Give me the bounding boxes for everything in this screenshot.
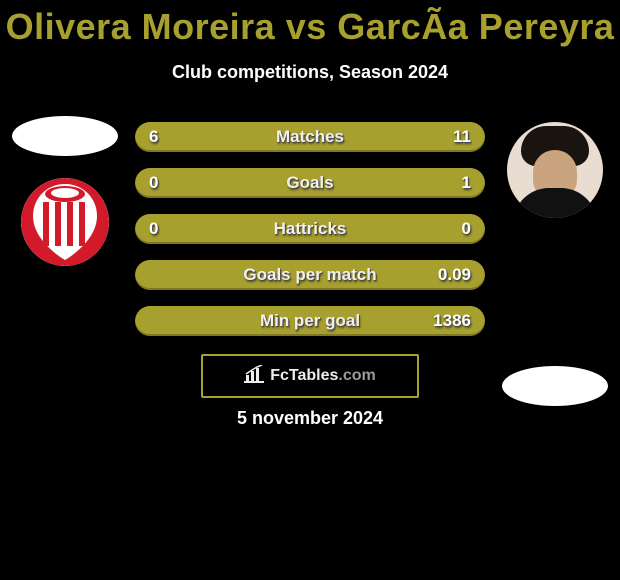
- stat-label: Goals: [135, 168, 485, 198]
- stat-right-value: 0: [462, 214, 471, 244]
- left-player-column: [0, 110, 130, 350]
- stat-row: 0 Hattricks 0: [135, 214, 485, 244]
- right-player-column: [490, 110, 620, 350]
- stat-label: Matches: [135, 122, 485, 152]
- stat-right-value: 1386: [433, 306, 471, 336]
- stat-row: 0 Goals 1: [135, 168, 485, 198]
- stat-row: Min per goal 1386: [135, 306, 485, 336]
- stat-right-value: 0.09: [438, 260, 471, 290]
- stat-right-value: 1: [462, 168, 471, 198]
- brand-text: FcTables.com: [270, 367, 376, 385]
- left-club-badge: [21, 178, 109, 266]
- right-avatar-photo: [507, 122, 603, 218]
- stat-label: Goals per match: [135, 260, 485, 290]
- stat-right-value: 11: [453, 122, 471, 152]
- left-avatar-placeholder: [12, 116, 118, 156]
- stat-row: 6 Matches 11: [135, 122, 485, 152]
- comparison-stage: 6 Matches 11 0 Goals 1 0 Hattricks 0 Goa…: [0, 110, 620, 350]
- subtitle: Club competitions, Season 2024: [0, 62, 620, 83]
- stat-row: Goals per match 0.09: [135, 260, 485, 290]
- bar-chart-icon: [244, 365, 264, 388]
- footer-date: 5 november 2024: [0, 408, 620, 429]
- stat-rows: 6 Matches 11 0 Goals 1 0 Hattricks 0 Goa…: [135, 122, 485, 352]
- page-title: Olivera Moreira vs GarcÃ­a Pereyra: [0, 0, 620, 48]
- brand-suffix: .com: [338, 367, 375, 384]
- right-club-placeholder: [502, 366, 608, 406]
- stat-label: Hattricks: [135, 214, 485, 244]
- brand-box: FcTables.com: [201, 354, 419, 398]
- brand-main: FcTables: [270, 367, 338, 384]
